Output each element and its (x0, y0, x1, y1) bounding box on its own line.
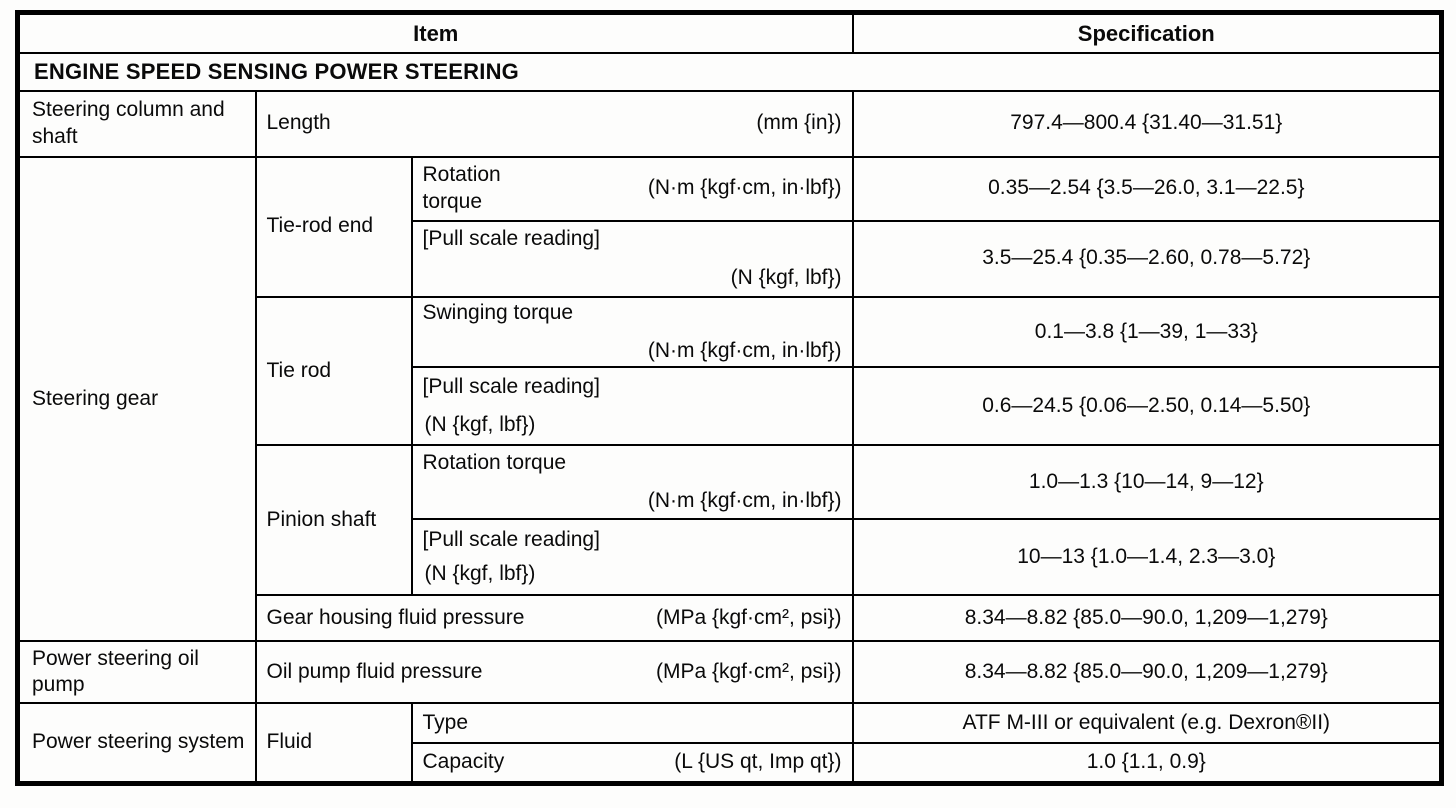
table-row: [Pull scale reading] (N {kgf, lbf}) 0.6—… (18, 366, 1443, 446)
spec-value-oil-pump-pressure: 8.34—8.82 {85.0—90.0, 1,209—1,279} (851, 640, 1443, 704)
item-unit-length: (mm {in}) (756, 111, 842, 135)
item-cell-tie-rod-end-rotation: Rotation torque (N·m {kgf·cm, in·lbf}) (410, 155, 854, 222)
spec-value-fluid-capacity: 1.0 {1.1, 0.9} (851, 742, 1443, 784)
item-unit-rotation-torque: (N·m {kgf·cm, in·lbf}) (647, 489, 842, 512)
spec-value-tie-rod-swinging: 0.1—3.8 {1—39, 1—33} (851, 295, 1443, 368)
table-row: Gear housing fluid pressure (MPa {kgf·cm… (18, 594, 1443, 642)
item-unit-gear-housing-pressure: (MPa {kgf·cm², psi}) (655, 605, 842, 629)
item-label-fluid-type: Type (422, 710, 469, 734)
item-unit-pull-scale: (N {kgf, lbf}) (730, 265, 842, 289)
sub-label-fluid: Fluid (254, 702, 413, 784)
item-unit-fluid-capacity: (L {US qt, Imp qt}) (674, 750, 842, 774)
item-label-fluid-capacity: Capacity (422, 750, 505, 774)
item-cell-pinion-pull: [Pull scale reading] (N {kgf, lbf}) (410, 518, 854, 596)
item-cell-tie-rod-swinging: Swinging torque (N·m {kgf·cm, in·lbf}) (410, 295, 854, 368)
item-cell-oil-pump-pressure: Oil pump fluid pressure (MPa {kgf·cm², p… (254, 640, 854, 704)
group-label-steering-column: Steering column and shaft (16, 89, 257, 158)
table-row: Capacity (L {US qt, Imp qt}) 1.0 {1.1, 0… (18, 742, 1443, 784)
item-label-oil-pump-pressure: Oil pump fluid pressure (266, 659, 483, 683)
table-row: [Pull scale reading] (N {kgf, lbf}) 10—1… (18, 518, 1443, 596)
item-cell-length: Length (mm {in}) (254, 89, 854, 158)
item-cell-tie-rod-pull: [Pull scale reading] (N {kgf, lbf}) (410, 366, 854, 446)
table-row: Steering gear Tie-rod end Rotation torqu… (16, 155, 1443, 642)
item-unit-pull-scale: (N {kgf, lbf}) (424, 562, 536, 585)
item-label-swinging-torque: Swinging torque (422, 300, 574, 324)
group-label-system: Power steering system (16, 702, 257, 784)
item-cell-fluid-capacity: Capacity (L {US qt, Imp qt}) (410, 742, 854, 784)
section-row: ENGINE SPEED SENSING POWER STEERING (16, 51, 1443, 92)
spec-value-tie-rod-end-pull: 3.5—25.4 {0.35—2.60, 0.78—5.72} (851, 219, 1443, 298)
item-cell-pinion-rotation: Rotation torque (N·m {kgf·cm, in·lbf}) (410, 444, 854, 520)
table-row: Steering column and shaft Length (mm {in… (16, 89, 1443, 158)
item-label-pull-scale: [Pull scale reading] (422, 527, 600, 551)
table-row: [Pull scale reading] (N {kgf, lbf}) 3.5—… (18, 219, 1443, 298)
col-header-specification: Specification (851, 11, 1443, 54)
col-header-item: Item (16, 11, 854, 54)
section-header: ENGINE SPEED SENSING POWER STEERING (16, 51, 1443, 92)
table-row: Power steering oil pump Oil pump fluid p… (16, 640, 1443, 704)
group-label-oil-pump: Power steering oil pump (16, 640, 257, 704)
table-row: Pinion shaft Rotation torque (N·m {kgf·c… (18, 444, 1443, 596)
header-row: Item Specification (16, 11, 1443, 54)
item-unit-oil-pump-pressure: (MPa {kgf·cm², psi}) (655, 659, 842, 683)
spec-value-tie-rod-pull: 0.6—24.5 {0.06—2.50, 0.14—5.50} (851, 366, 1443, 446)
item-label-pull-scale: [Pull scale reading] (422, 227, 600, 251)
item-cell-fluid-type: Type (410, 702, 854, 744)
item-label-rotation-torque: Rotation torque (422, 163, 501, 213)
sub-label-tie-rod-end: Tie-rod end (254, 155, 413, 298)
spec-value-pinion-pull: 10—13 {1.0—1.4, 2.3—3.0} (851, 518, 1443, 596)
item-label-length: Length (266, 111, 331, 135)
item-unit-pull-scale: (N {kgf, lbf}) (424, 413, 536, 436)
table-row: Tie rod Swinging torque (N·m {kgf·cm, in… (18, 295, 1443, 446)
spec-table: Item Specification ENGINE SPEED SENSING … (15, 10, 1445, 786)
sub-label-tie-rod: Tie rod (254, 295, 413, 446)
item-unit-rotation-torque: (N·m {kgf·cm, in·lbf}) (647, 176, 842, 200)
spec-value-pinion-rotation: 1.0—1.3 {10—14, 9—12} (851, 444, 1443, 520)
item-unit-swinging-torque: (N·m {kgf·cm, in·lbf}) (647, 338, 842, 362)
spec-value-length: 797.4—800.4 {31.40—31.51} (851, 89, 1443, 158)
spec-value-gear-housing: 8.34—8.82 {85.0—90.0, 1,209—1,279} (851, 594, 1443, 642)
item-cell-gear-housing: Gear housing fluid pressure (MPa {kgf·cm… (254, 594, 854, 642)
item-label-gear-housing-pressure: Gear housing fluid pressure (266, 605, 525, 629)
group-label-steering-gear: Steering gear (16, 155, 257, 642)
table-row: Power steering system Fluid Type ATF M-I… (16, 702, 1443, 784)
item-label-pull-scale: [Pull scale reading] (422, 374, 600, 398)
spec-value-fluid-type: ATF M-III or equivalent (e.g. Dexron®II) (851, 702, 1443, 744)
spec-value-tie-rod-end-rotation: 0.35—2.54 {3.5—26.0, 3.1—22.5} (851, 155, 1443, 222)
item-label-rotation-torque: Rotation torque (422, 450, 567, 474)
item-cell-tie-rod-end-pull: [Pull scale reading] (N {kgf, lbf}) (410, 219, 854, 298)
sub-label-pinion-shaft: Pinion shaft (254, 444, 413, 596)
